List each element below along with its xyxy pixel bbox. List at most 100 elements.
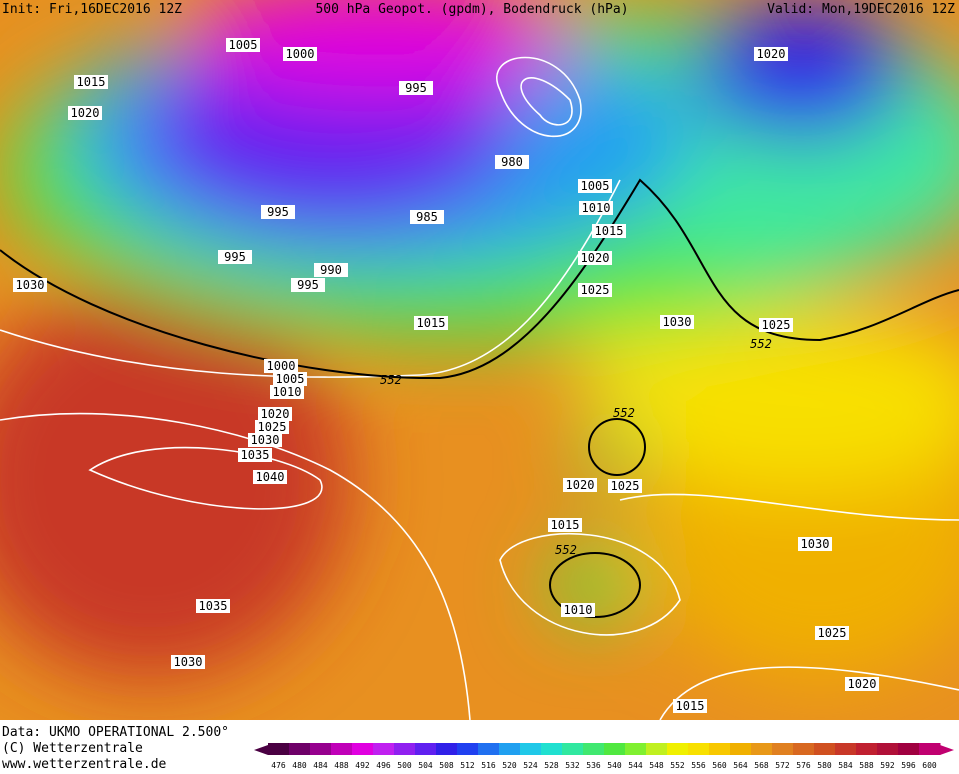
isobar-label-bg — [314, 263, 348, 277]
isobar-label: 1030 — [663, 315, 692, 329]
colorbar-bin — [268, 743, 290, 755]
colorbar-label: 592 — [880, 761, 895, 770]
colorbar-label: 532 — [565, 761, 580, 770]
colorbar-label: 520 — [502, 761, 517, 770]
colorbar-bin — [772, 743, 794, 755]
contour-label: 552 — [750, 337, 772, 351]
colorbar-label: 588 — [859, 761, 874, 770]
isobar-label-bg — [273, 372, 307, 386]
colorbar-bin — [751, 743, 773, 755]
isobar-label: 1015 — [77, 75, 106, 89]
isobar-label-bg — [74, 75, 108, 89]
isobar-label: 1025 — [611, 479, 640, 493]
isobar-label: 995 — [405, 81, 427, 95]
isobar-label: 1035 — [199, 599, 228, 613]
colorbar-bin — [499, 743, 521, 755]
isobar-label-bg — [171, 655, 205, 669]
colorbar-label: 544 — [628, 761, 643, 770]
isobar-label: 990 — [320, 263, 342, 277]
colorbar-label: 596 — [901, 761, 916, 770]
isobar-label-bg — [258, 407, 292, 421]
colorbar-bin — [667, 743, 689, 755]
colorbar-label: 564 — [733, 761, 748, 770]
isobar-label: 985 — [416, 210, 438, 224]
colorbar-label: 584 — [838, 761, 853, 770]
colorbar-right-arrow — [940, 745, 954, 755]
contour-label: 552 — [380, 373, 402, 387]
isobar-label-bg — [798, 537, 832, 551]
colorbar-bin — [394, 743, 416, 755]
colorbar-label: 576 — [796, 761, 811, 770]
isobar-label: 1000 — [286, 47, 315, 61]
isobar-label-bg — [578, 283, 612, 297]
isobar-label: 1025 — [762, 318, 791, 332]
isobar-label-bg — [578, 251, 612, 265]
isobar-label-bg — [399, 81, 433, 95]
colorbar-label: 480 — [292, 761, 307, 770]
isobar-label: 1020 — [848, 677, 877, 691]
isobar-label-bg — [495, 155, 529, 169]
isobar-label-bg — [673, 699, 707, 713]
isobar-label: 1025 — [581, 283, 610, 297]
isobar-label: 1005 — [229, 38, 258, 52]
colorbar-label: 572 — [775, 761, 790, 770]
isobar-label: 1000 — [267, 359, 296, 373]
isobar-label: 1005 — [581, 179, 610, 193]
colorbar-bin — [562, 743, 584, 755]
isobar-label: 1025 — [258, 420, 287, 434]
colorbar-label: 484 — [313, 761, 328, 770]
colorbar-bin — [856, 743, 878, 755]
isobar-label-bg — [410, 210, 444, 224]
colorbar-label: 496 — [376, 761, 391, 770]
colorbar-bin — [835, 743, 857, 755]
isobar-label-bg — [759, 318, 793, 332]
copyright: (C) Wetterzentrale — [2, 741, 143, 756]
colorbar-label: 560 — [712, 761, 727, 770]
isobar-label-bg — [754, 47, 788, 61]
isobar-label-bg — [548, 518, 582, 532]
colorbar-bin — [793, 743, 815, 755]
isobar-label-bg — [218, 250, 252, 264]
colorbar-bin — [310, 743, 332, 755]
isobar-label: 1020 — [581, 251, 610, 265]
isobar-label-bg — [608, 479, 642, 493]
colorbar-bin — [289, 743, 311, 755]
isobar-label: 995 — [267, 205, 289, 219]
colorbar-label: 528 — [544, 761, 559, 770]
colorbar-bin — [919, 743, 941, 755]
isobar-label: 980 — [501, 155, 523, 169]
isobar-label: 1015 — [551, 518, 580, 532]
colorbar-bin — [541, 743, 563, 755]
isobar-label-bg — [579, 201, 613, 215]
isobar-label-bg — [68, 106, 102, 120]
url: www.wetterzentrale.de — [2, 757, 167, 770]
colorbar-label: 504 — [418, 761, 433, 770]
colorbar-label: 548 — [649, 761, 664, 770]
colorbar-left-arrow — [254, 745, 268, 755]
init-text: Init: Fri,16DEC2016 12Z — [2, 2, 182, 17]
isobar-label: 1035 — [241, 448, 270, 462]
valid-text: Valid: Mon,19DEC2016 12Z — [767, 2, 955, 17]
isobar-label: 1040 — [256, 470, 285, 484]
colorbar-bin — [688, 743, 710, 755]
isobar-label-bg — [563, 478, 597, 492]
colorbar-bin — [814, 743, 836, 755]
colorbar-label: 580 — [817, 761, 832, 770]
isobar-label: 1015 — [417, 316, 446, 330]
isobar-label-bg — [660, 315, 694, 329]
isobar-label-bg — [253, 470, 287, 484]
colorbar-bin — [730, 743, 752, 755]
colorbar-label: 512 — [460, 761, 475, 770]
isobar-label: 1020 — [261, 407, 290, 421]
isobar-label: 995 — [297, 278, 319, 292]
isobar-label: 1020 — [757, 47, 786, 61]
isobar-label: 1010 — [273, 385, 302, 399]
isobar-label-bg — [261, 205, 295, 219]
colorbar-bin — [898, 743, 920, 755]
colorbar-bin — [478, 743, 500, 755]
isobar-label: 1030 — [174, 655, 203, 669]
contour-label: 552 — [555, 543, 577, 557]
isobar-label-bg — [561, 603, 595, 617]
isobar-label: 1010 — [582, 201, 611, 215]
